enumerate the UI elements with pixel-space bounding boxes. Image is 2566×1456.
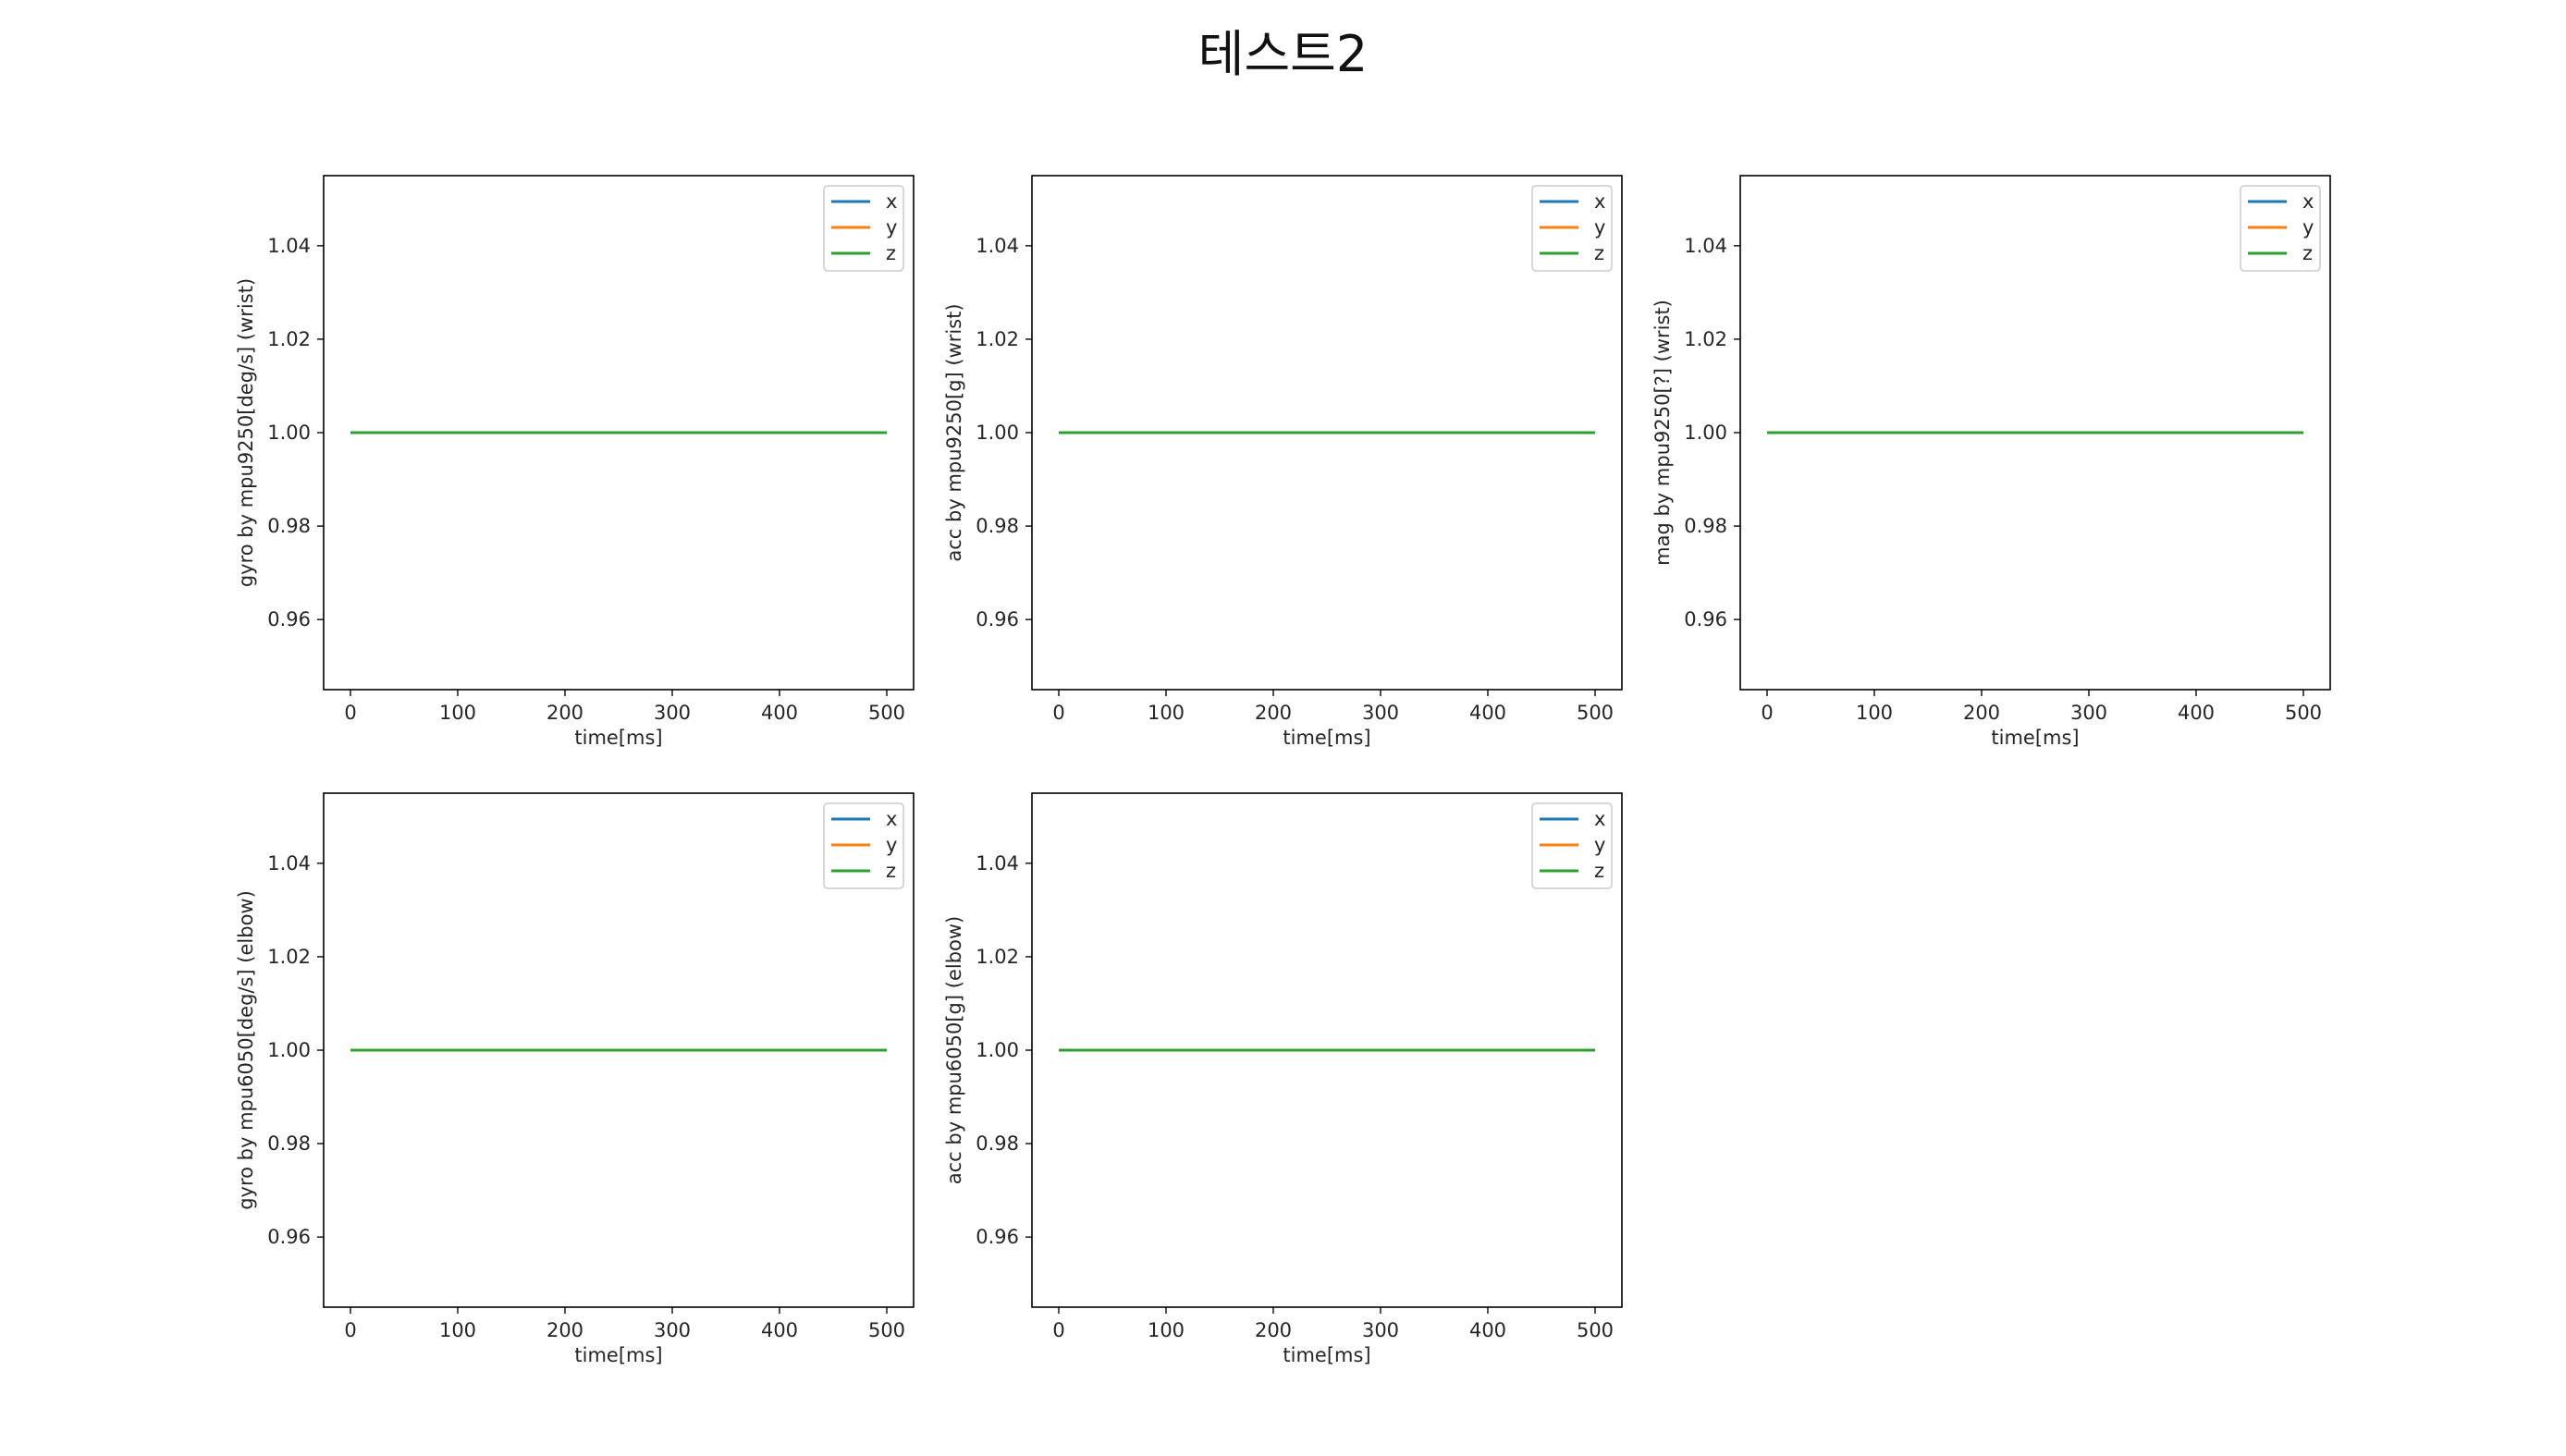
x-axis-label: time[ms]: [1283, 727, 1370, 749]
axes-frame: [323, 175, 915, 691]
y-axis-label: gyro by mpu6050[deg/s] (elbow): [235, 890, 257, 1210]
x-tick-label: 500: [2285, 702, 2322, 724]
y-tick-label: 0.98: [976, 515, 1019, 537]
x-tick-label: 200: [1255, 1319, 1292, 1341]
x-tick-label: 0: [344, 1319, 356, 1341]
x-tick-label: 400: [1469, 1319, 1506, 1341]
x-axis-label: time[ms]: [1283, 1344, 1370, 1366]
legend-label-z: z: [2302, 242, 2313, 264]
x-axis-label: time[ms]: [574, 727, 662, 749]
y-tick-label: 0.98: [267, 515, 311, 537]
legend-label-z: z: [886, 860, 896, 882]
axes-frame: [1031, 175, 1623, 691]
y-tick-label: 0.98: [267, 1132, 311, 1155]
x-tick-label: 300: [654, 702, 691, 724]
x-tick-label: 500: [868, 702, 905, 724]
y-axis-label: acc by mpu9250[g] (wrist): [943, 303, 965, 561]
y-tick-label: 0.96: [976, 608, 1019, 630]
y-tick-label: 1.00: [267, 1039, 311, 1061]
x-tick-label: 200: [546, 702, 583, 724]
subplot-1: 0.96 0.98 1.00 1.02 1.04 0 100 200 300 400 500 time…: [235, 175, 915, 749]
legend: xyz: [2240, 185, 2321, 272]
subplot-2: 0.96 0.98 1.00 1.02 1.04 0 100 200 300 400 500 time…: [943, 175, 1623, 749]
y-tick-label: 0.96: [267, 1226, 311, 1248]
axes-frame: [1031, 792, 1623, 1308]
y-tick-label: 1.00: [976, 1039, 1019, 1061]
x-tick-label: 0: [1052, 1319, 1064, 1341]
x-tick-label: 400: [761, 1319, 798, 1341]
y-tick-label: 0.98: [976, 1132, 1019, 1155]
x-tick-label: 200: [546, 1319, 583, 1341]
x-tick-label: 0: [344, 702, 356, 724]
y-tick-label: 0.98: [1684, 515, 1727, 537]
subplot-3: 0.96 0.98 1.00 1.02 1.04 0 100 200 300 400 500 time…: [1651, 175, 2331, 749]
subplot-4: 0.96 0.98 1.00 1.02 1.04 0 100 200 300 400 500 time…: [235, 792, 915, 1366]
legend: xyz: [823, 802, 904, 889]
legend-label-x: x: [2302, 190, 2314, 213]
legend-label-y: y: [886, 216, 897, 239]
y-tick-label: 1.02: [267, 946, 311, 968]
legend-label-x: x: [886, 808, 897, 830]
y-axis-label: gyro by mpu9250[deg/s] (wrist): [235, 278, 257, 587]
y-tick-label: 1.04: [267, 235, 311, 257]
x-tick-label: 500: [1577, 702, 1614, 724]
y-axis-label: acc by mpu6050[g] (elbow): [943, 916, 965, 1185]
legend-label-x: x: [1594, 190, 1605, 213]
y-tick-label: 1.02: [976, 328, 1019, 350]
legend-label-z: z: [1594, 242, 1604, 264]
x-axis-label: time[ms]: [1991, 727, 2079, 749]
x-tick-label: 100: [1148, 1319, 1185, 1341]
y-tick-label: 1.04: [976, 235, 1019, 257]
y-tick-label: 1.04: [267, 852, 311, 875]
x-tick-label: 200: [1255, 702, 1292, 724]
x-tick-label: 400: [761, 702, 798, 724]
x-tick-label: 400: [2178, 702, 2215, 724]
legend-label-y: y: [1594, 216, 1605, 239]
subplot-5: 0.96 0.98 1.00 1.02 1.04 0 100 200 300 400 500 time…: [943, 792, 1623, 1366]
y-tick-label: 1.04: [1684, 235, 1727, 257]
x-tick-label: 300: [654, 1319, 691, 1341]
x-tick-label: 100: [439, 702, 476, 724]
figure-title: 테스트2: [1197, 25, 1369, 83]
x-tick-label: 200: [1963, 702, 2000, 724]
y-tick-label: 1.00: [1684, 422, 1727, 444]
legend-label-x: x: [886, 190, 897, 213]
legend: xyz: [823, 185, 904, 272]
x-tick-label: 100: [439, 1319, 476, 1341]
x-tick-label: 500: [1577, 1319, 1614, 1341]
x-tick-label: 400: [1469, 702, 1506, 724]
legend-label-z: z: [1594, 860, 1604, 882]
y-tick-label: 1.00: [267, 422, 311, 444]
axes-frame: [1739, 175, 2331, 691]
x-tick-label: 0: [1761, 702, 1773, 724]
legend-label-y: y: [886, 834, 897, 856]
x-tick-label: 100: [1856, 702, 1893, 724]
y-tick-label: 1.04: [976, 852, 1019, 875]
legend-label-x: x: [1594, 808, 1605, 830]
legend-label-z: z: [886, 242, 896, 264]
y-tick-label: 0.96: [976, 1226, 1019, 1248]
y-tick-label: 1.00: [976, 422, 1019, 444]
legend: xyz: [1531, 185, 1613, 272]
x-tick-label: 100: [1148, 702, 1185, 724]
y-axis-label: mag by mpu9250[?] (wrist): [1651, 300, 1674, 566]
axes-frame: [323, 792, 915, 1308]
x-tick-label: 500: [868, 1319, 905, 1341]
legend: xyz: [1531, 802, 1613, 889]
x-tick-label: 300: [1362, 702, 1399, 724]
y-tick-label: 1.02: [267, 328, 311, 350]
x-axis-label: time[ms]: [574, 1344, 662, 1366]
y-tick-label: 0.96: [1684, 608, 1727, 630]
y-tick-label: 1.02: [1684, 328, 1727, 350]
legend-label-y: y: [2302, 216, 2314, 239]
x-tick-label: 0: [1052, 702, 1064, 724]
y-tick-label: 0.96: [267, 608, 311, 630]
y-tick-label: 1.02: [976, 946, 1019, 968]
x-tick-label: 300: [1362, 1319, 1399, 1341]
x-tick-label: 300: [2070, 702, 2107, 724]
legend-label-y: y: [1594, 834, 1605, 856]
